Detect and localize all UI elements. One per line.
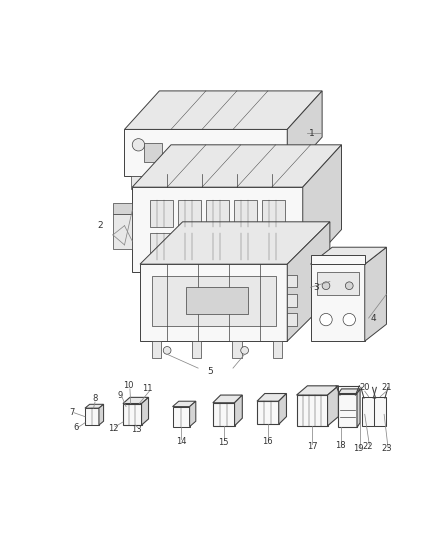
Circle shape <box>163 346 171 354</box>
Polygon shape <box>287 275 297 287</box>
Polygon shape <box>303 145 342 272</box>
Circle shape <box>343 313 356 326</box>
Polygon shape <box>261 233 285 260</box>
Text: 21: 21 <box>381 383 392 392</box>
Text: 12: 12 <box>108 424 119 433</box>
Polygon shape <box>124 91 322 130</box>
Circle shape <box>322 282 330 289</box>
Polygon shape <box>206 200 229 227</box>
Polygon shape <box>85 405 103 408</box>
Text: 1: 1 <box>309 129 314 138</box>
Polygon shape <box>85 408 99 425</box>
Polygon shape <box>178 200 201 227</box>
Text: 17: 17 <box>307 442 318 451</box>
Polygon shape <box>213 403 235 426</box>
Text: 20: 20 <box>360 383 370 392</box>
Polygon shape <box>206 233 229 260</box>
Polygon shape <box>152 341 161 358</box>
Polygon shape <box>287 294 297 306</box>
Circle shape <box>241 346 248 354</box>
Polygon shape <box>357 389 360 427</box>
Polygon shape <box>140 264 287 341</box>
Polygon shape <box>123 403 141 425</box>
Text: 22: 22 <box>363 442 373 451</box>
Polygon shape <box>339 393 357 427</box>
Polygon shape <box>257 393 286 401</box>
Polygon shape <box>225 149 233 164</box>
Polygon shape <box>131 175 146 189</box>
Text: 18: 18 <box>335 441 345 450</box>
Polygon shape <box>132 187 303 272</box>
Polygon shape <box>365 247 386 341</box>
Circle shape <box>132 139 145 151</box>
Polygon shape <box>113 214 132 249</box>
Polygon shape <box>190 401 196 426</box>
Text: 2: 2 <box>97 221 103 230</box>
Polygon shape <box>124 130 287 175</box>
Polygon shape <box>99 405 103 425</box>
Polygon shape <box>206 272 233 291</box>
Polygon shape <box>140 222 330 264</box>
Polygon shape <box>155 272 183 291</box>
Text: 15: 15 <box>219 438 229 447</box>
Text: 7: 7 <box>69 408 74 417</box>
Polygon shape <box>113 203 132 214</box>
Polygon shape <box>339 389 360 393</box>
Text: 13: 13 <box>131 425 142 434</box>
Polygon shape <box>192 341 201 358</box>
Polygon shape <box>173 401 196 407</box>
Polygon shape <box>187 287 248 314</box>
Text: 3: 3 <box>313 283 318 292</box>
Text: 9: 9 <box>118 391 123 400</box>
Text: 19: 19 <box>353 445 364 454</box>
Polygon shape <box>123 398 148 403</box>
Polygon shape <box>317 272 359 295</box>
Text: 14: 14 <box>176 437 186 446</box>
Text: 11: 11 <box>142 384 153 393</box>
Polygon shape <box>311 264 365 341</box>
Polygon shape <box>141 398 148 425</box>
Polygon shape <box>232 341 241 358</box>
Polygon shape <box>150 233 173 260</box>
Polygon shape <box>261 200 285 227</box>
Text: 4: 4 <box>371 313 377 322</box>
Polygon shape <box>362 397 375 426</box>
Polygon shape <box>272 341 282 358</box>
Polygon shape <box>152 276 276 326</box>
Polygon shape <box>150 200 173 227</box>
Polygon shape <box>132 145 342 187</box>
Polygon shape <box>234 200 257 227</box>
Text: 16: 16 <box>262 437 273 446</box>
Text: 8: 8 <box>92 394 98 403</box>
Polygon shape <box>374 397 386 426</box>
Polygon shape <box>268 149 276 164</box>
Text: 6: 6 <box>74 423 79 432</box>
Polygon shape <box>328 386 339 426</box>
Polygon shape <box>236 149 244 164</box>
Circle shape <box>346 282 353 289</box>
Polygon shape <box>213 395 242 403</box>
Polygon shape <box>287 313 297 326</box>
Polygon shape <box>279 393 286 424</box>
Polygon shape <box>287 222 330 341</box>
Polygon shape <box>247 149 255 164</box>
Polygon shape <box>234 233 257 260</box>
Polygon shape <box>258 149 265 164</box>
Text: 10: 10 <box>123 381 134 390</box>
Polygon shape <box>297 386 339 395</box>
Text: 23: 23 <box>381 445 392 454</box>
Text: 5: 5 <box>207 367 212 376</box>
Polygon shape <box>311 247 386 264</box>
Polygon shape <box>257 401 279 424</box>
Polygon shape <box>178 233 201 260</box>
Polygon shape <box>311 255 365 264</box>
Polygon shape <box>144 143 162 161</box>
Polygon shape <box>297 395 328 426</box>
Polygon shape <box>235 395 242 426</box>
Polygon shape <box>287 91 322 175</box>
Polygon shape <box>173 407 190 426</box>
Polygon shape <box>256 272 283 291</box>
Circle shape <box>320 313 332 326</box>
